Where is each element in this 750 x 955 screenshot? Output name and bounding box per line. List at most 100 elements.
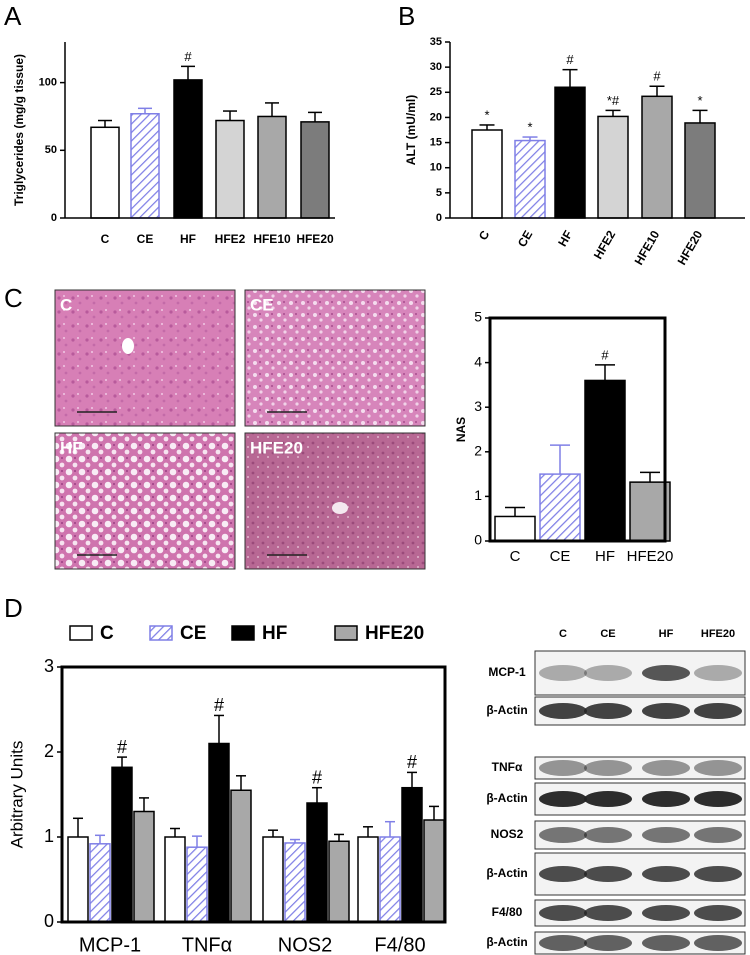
bar	[164, 836, 186, 923]
bar	[641, 95, 673, 219]
blot-band	[539, 791, 587, 807]
bar	[262, 836, 284, 923]
bar	[401, 786, 423, 923]
blot-strip	[534, 931, 746, 955]
blot-strip	[534, 756, 746, 780]
blot-strip	[534, 650, 746, 696]
blot-band	[539, 703, 587, 719]
blot-band	[642, 760, 690, 776]
y-tick-label: 1	[474, 487, 482, 503]
y-tick-label: 3	[44, 656, 54, 676]
blot-row-label: β-Actin	[486, 866, 527, 880]
x-tick-label: C	[476, 228, 493, 243]
blot-band	[584, 905, 632, 921]
y-tick-label: 0	[44, 911, 54, 931]
x-tick-label: TNFα	[182, 934, 232, 955]
blot-row-label: NOS2	[491, 827, 524, 841]
blot-band	[539, 665, 587, 681]
plot-frame	[488, 316, 667, 543]
bar	[423, 819, 445, 923]
legend-label: HFE20	[365, 623, 424, 644]
panel-label: D	[4, 593, 23, 623]
y-axis-label: Arbitrary Units	[7, 741, 26, 849]
y-tick-label: 100	[39, 77, 57, 89]
x-tick-label: HFE10	[632, 228, 663, 268]
blot-band	[584, 866, 632, 882]
blot-band	[584, 935, 632, 951]
bar	[584, 379, 626, 542]
y-tick-label: 3	[474, 398, 482, 414]
blot-row-label: β-Actin	[486, 703, 527, 717]
x-tick-label: HF	[595, 548, 615, 565]
y-tick-label: 2	[474, 443, 482, 459]
y-tick-label: 5	[474, 309, 482, 325]
vessel	[332, 502, 348, 514]
panel-label: B	[398, 1, 415, 31]
blot-row-label: MCP-1	[488, 665, 526, 679]
blot-band	[539, 760, 587, 776]
y-tick-label: 25	[430, 86, 442, 98]
y-tick-label: 30	[430, 61, 442, 73]
y-axis-label: ALT (mU/ml)	[404, 95, 418, 165]
bar	[208, 742, 230, 923]
x-tick-label: HF	[555, 228, 575, 249]
legend-swatch	[334, 625, 358, 641]
x-tick-label: CE	[550, 548, 571, 565]
blot-band	[694, 760, 742, 776]
y-axis-label: Triglycerides (mg/g tissue)	[12, 54, 26, 206]
blot-column-label: HFE20	[701, 628, 735, 640]
bar	[284, 842, 306, 923]
blot-row-label: F4/80	[492, 905, 523, 919]
bar	[328, 840, 350, 923]
plot-frame	[60, 665, 447, 924]
bar	[186, 846, 208, 923]
x-tick-label: F4/80	[374, 934, 425, 955]
blot-band	[584, 791, 632, 807]
x-tick-label: HF	[180, 232, 196, 246]
legend-swatch	[149, 625, 173, 641]
legend-label: HF	[262, 623, 287, 644]
y-tick-label: 2	[44, 741, 54, 761]
y-tick-label: 15	[430, 136, 442, 148]
y-tick-label: 4	[474, 353, 482, 369]
x-tick-label: HFE20	[296, 232, 334, 246]
blot-band	[584, 760, 632, 776]
y-tick-label: 0	[474, 532, 482, 548]
blot-band	[539, 866, 587, 882]
bar	[89, 843, 111, 923]
blot-column-label: CE	[600, 628, 615, 640]
y-tick-label: 10	[430, 162, 442, 174]
blot-band	[539, 905, 587, 921]
significance-marker: #	[566, 52, 574, 67]
blot-row-label: β-Actin	[486, 791, 527, 805]
y-tick-label: 5	[436, 187, 442, 199]
blot-band	[694, 665, 742, 681]
histology-image	[54, 432, 236, 570]
histology-label: HF	[60, 438, 83, 457]
blot-band	[694, 935, 742, 951]
significance-marker: *	[527, 119, 532, 134]
histology-label: CE	[250, 295, 274, 314]
vessel	[122, 338, 134, 354]
blot-band	[539, 827, 587, 843]
significance-marker: #	[184, 49, 192, 64]
x-tick-label: HFE10	[253, 232, 291, 246]
significance-marker: #	[117, 737, 127, 757]
blot-band	[642, 665, 690, 681]
bar	[215, 119, 245, 219]
blot-band	[694, 791, 742, 807]
y-tick-label: 50	[45, 144, 57, 156]
y-tick-label: 35	[430, 36, 442, 48]
bar	[133, 810, 155, 923]
blot-band	[694, 905, 742, 921]
blot-band	[642, 703, 690, 719]
bar	[379, 836, 401, 923]
legend-label: C	[100, 623, 114, 644]
bar	[90, 126, 120, 219]
bar	[257, 115, 287, 219]
blot-column-label: HF	[659, 628, 674, 640]
bar	[471, 129, 503, 219]
y-tick-label: 0	[436, 212, 442, 224]
